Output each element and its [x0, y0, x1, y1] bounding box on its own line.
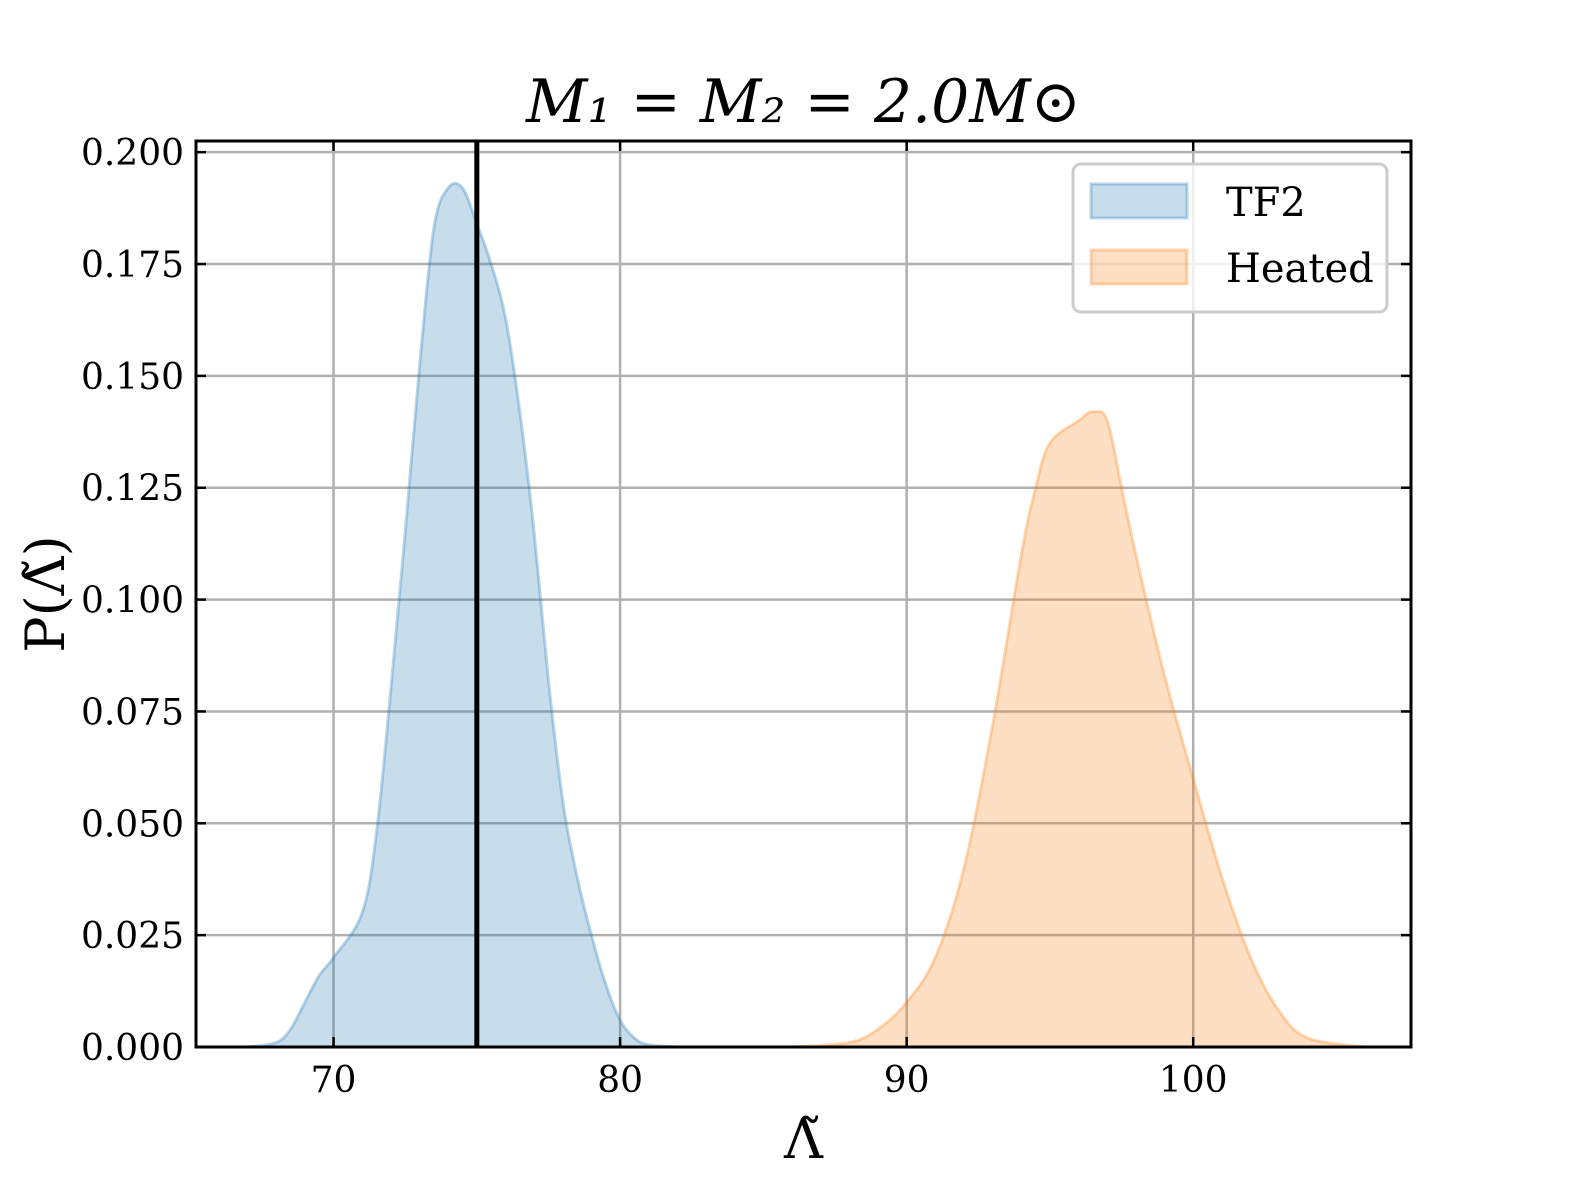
y-tick-label: 0.175 — [81, 245, 184, 286]
x-axis-label: Λ̃ — [783, 1108, 824, 1171]
series-area-heated — [792, 411, 1366, 1047]
legend: TF2 Heated — [1071, 162, 1389, 314]
y-tick-label: 0.075 — [81, 692, 184, 733]
y-tick-label: 0.000 — [81, 1028, 184, 1069]
legend-label-tf2: TF2 — [1226, 180, 1306, 226]
y-tick-label: 0.125 — [81, 469, 184, 510]
x-tick-label: 80 — [597, 1060, 643, 1101]
y-axis-label: P(Λ̃) — [14, 535, 77, 652]
series-layer — [247, 181, 1366, 1049]
plot-frame — [194, 139, 1413, 1049]
legend-box — [1071, 162, 1389, 314]
y-tick-label: 0.200 — [81, 133, 184, 174]
x-tick-label: 100 — [1159, 1060, 1228, 1101]
chart-title: M₁ = M₂ = 2.0M⊙ — [525, 67, 1081, 137]
series-line-tf2 — [247, 181, 678, 1049]
series-area-tf2 — [247, 183, 678, 1047]
y-tick-label: 0.150 — [81, 357, 184, 398]
y-tick-label: 0.050 — [81, 804, 184, 845]
x-tick-label: 90 — [884, 1060, 930, 1101]
y-tick-label: 0.100 — [81, 581, 184, 622]
legend-swatch-heated — [1089, 248, 1189, 286]
legend-swatch-tf2 — [1089, 182, 1189, 220]
tick-layer: 70 80 90 100 0.000 0.025 0.050 0.075 0.100 0.125 0… — [81, 133, 1411, 1101]
legend-label-heated: Heated — [1226, 246, 1374, 292]
series-line-heated — [791, 409, 1366, 1049]
x-tick-label: 70 — [311, 1060, 357, 1101]
y-tick-label: 0.025 — [81, 916, 184, 957]
